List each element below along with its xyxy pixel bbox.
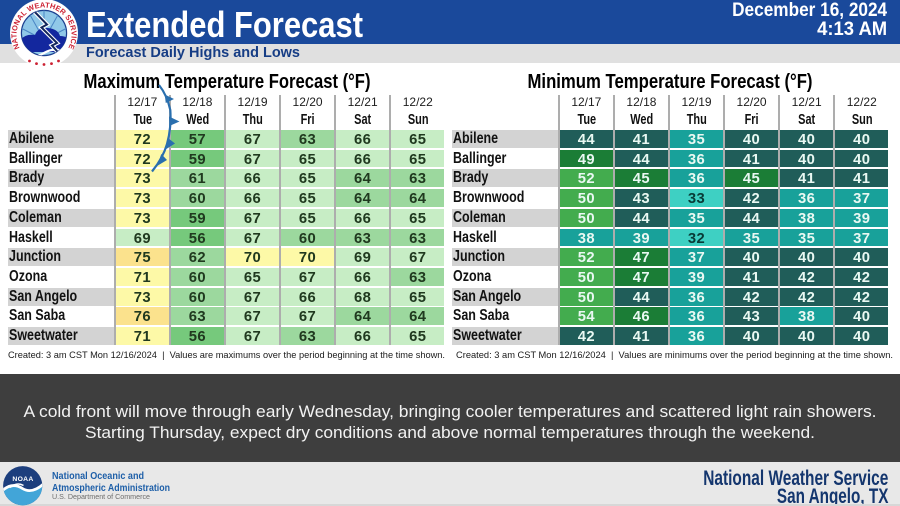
svg-text:NOAA: NOAA: [12, 476, 33, 483]
